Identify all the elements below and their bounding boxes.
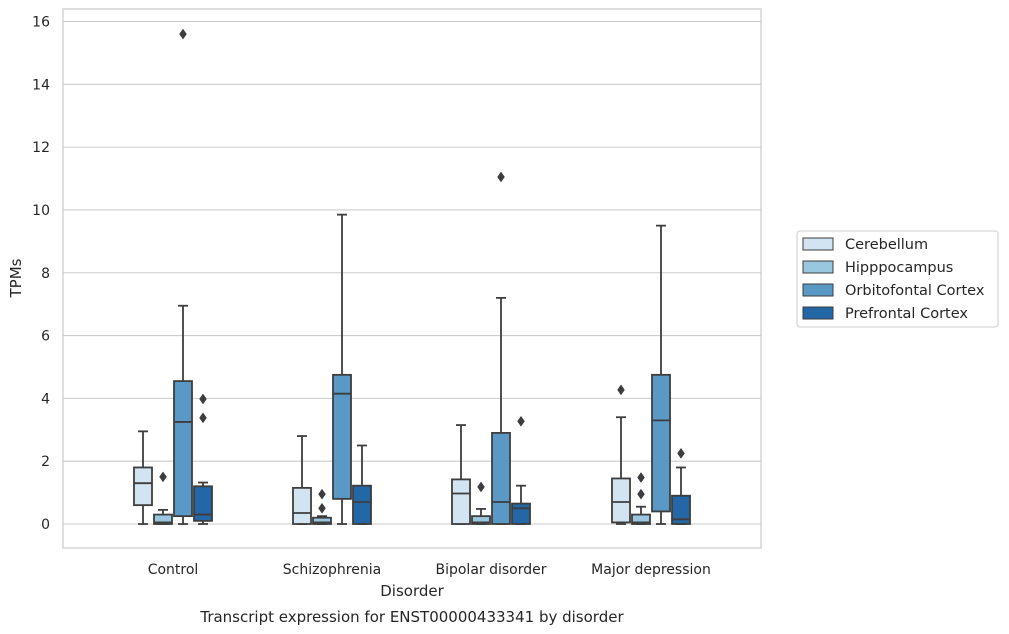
legend-swatch <box>802 283 834 297</box>
x-tick-label: Schizophrenia <box>283 562 381 578</box>
y-tick-label: 16 <box>32 15 50 31</box>
outlier-point <box>199 393 207 405</box>
outlier-point <box>179 28 187 40</box>
legend-label: Hipppocampus <box>845 260 953 276</box>
box-0-0 <box>133 430 153 525</box>
box-plot-area <box>133 28 691 525</box>
y-tick-label: 2 <box>41 454 50 470</box>
legend-swatch <box>802 237 834 251</box>
box <box>451 478 471 525</box>
box-1-1 <box>312 488 332 525</box>
box <box>332 373 352 500</box>
y-tick-label: 12 <box>32 140 50 156</box>
outlier-point <box>477 481 485 493</box>
outlier-point <box>517 415 525 427</box>
box <box>352 484 372 525</box>
outlier-point <box>637 488 645 500</box>
y-tick-label: 0 <box>41 517 50 533</box>
box <box>292 486 312 525</box>
y-tick-labels: 0 2 4 6 8 10 12 14 16 <box>32 15 50 534</box>
y-tick-label: 8 <box>41 266 50 282</box>
outlier-point <box>159 471 167 483</box>
box <box>133 466 153 507</box>
box <box>153 513 173 525</box>
y-tick-label: 10 <box>32 203 50 219</box>
y-tick-label: 6 <box>41 329 50 345</box>
box-0-3 <box>611 384 631 525</box>
box-2-1 <box>332 213 352 525</box>
legend: Cerebellum Hipppocampus Orbitofontal Corte… <box>796 230 999 328</box>
outlier-point <box>677 447 685 459</box>
plot-frame <box>62 8 762 549</box>
box <box>631 513 651 525</box>
box <box>312 516 332 525</box>
box-3-0 <box>193 393 213 525</box>
box-3-3 <box>671 447 691 525</box>
box-3-1 <box>352 444 372 525</box>
y-tick-label: 14 <box>32 77 50 93</box>
box-1-2 <box>471 481 491 525</box>
box-0-2 <box>451 424 471 525</box>
outlier-point <box>637 472 645 483</box>
outlier-point <box>318 502 326 514</box>
box-0-1 <box>292 435 312 525</box>
legend-label: Prefrontal Cortex <box>845 306 968 322</box>
box <box>471 515 491 525</box>
box-1-3 <box>631 472 651 525</box>
x-tick-labels: Control Schizophrenia Bipolar disorder Majo… <box>148 562 711 578</box>
x-tick-label: Control <box>148 562 199 578</box>
legend-label: Orbitofontal Cortex <box>845 283 985 299</box>
outlier-point <box>497 171 505 183</box>
box <box>193 485 213 522</box>
box <box>651 373 671 513</box>
x-axis-label: Disorder <box>380 582 444 600</box>
y-tick-label: 4 <box>41 391 50 407</box>
box-2-3 <box>651 224 671 525</box>
box <box>491 432 511 525</box>
box-3-2 <box>511 415 531 525</box>
box <box>173 380 193 518</box>
box <box>611 477 631 524</box>
box <box>511 502 531 525</box>
box-1-0 <box>153 471 173 525</box>
outlier-point <box>318 488 326 500</box>
outlier-point <box>617 384 625 396</box>
legend-swatch <box>802 306 834 320</box>
outlier-point <box>199 412 207 424</box>
x-tick-label: Bipolar disorder <box>435 562 546 578</box>
chart-caption: Transcript expression for ENST0000043334… <box>199 608 624 626</box>
box <box>671 494 691 525</box>
legend-label: Cerebellum <box>845 237 928 253</box>
x-tick-label: Major depression <box>591 562 711 578</box>
box-2-0 <box>173 28 193 525</box>
y-axis-label: TPMs <box>7 258 25 298</box>
legend-frame <box>796 230 999 328</box>
legend-swatch <box>802 260 834 274</box>
box-2-2 <box>491 171 511 525</box>
